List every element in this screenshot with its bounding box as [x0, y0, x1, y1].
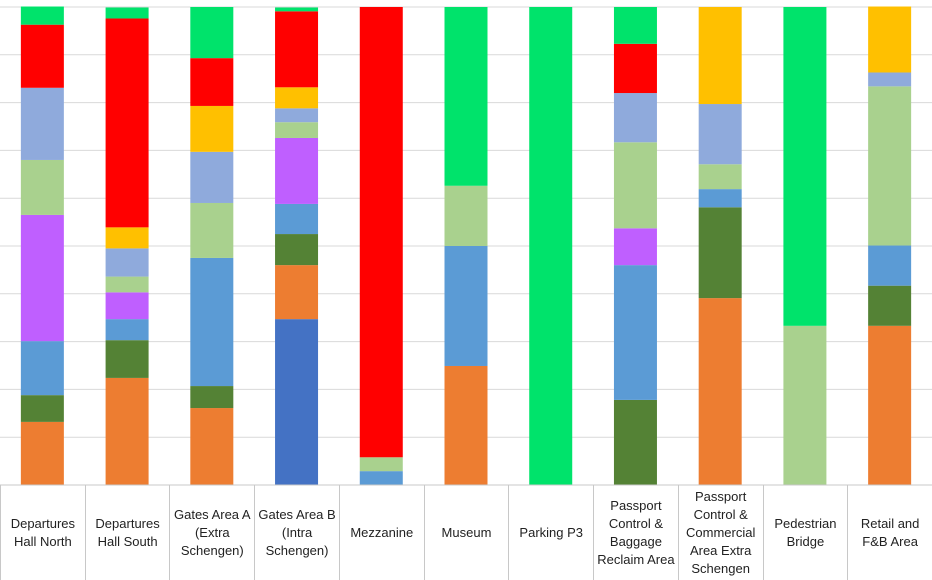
- bar-segment: [190, 151, 234, 203]
- bar-segment: [20, 159, 64, 215]
- bar-segment: [444, 7, 488, 186]
- bar-segment: [275, 87, 319, 109]
- bar-segment: [20, 214, 64, 342]
- bar-segment: [105, 319, 149, 341]
- bar-segment: [105, 292, 149, 320]
- bar-segment: [275, 203, 319, 235]
- bar-segment: [698, 189, 742, 208]
- bar-segment: [190, 257, 234, 387]
- bar-segment: [275, 108, 319, 123]
- bar-segment: [359, 471, 403, 485]
- bar-segment: [868, 245, 912, 286]
- bar-segment: [275, 234, 319, 266]
- bar-segment: [868, 72, 912, 87]
- bar-segment: [698, 298, 742, 485]
- bar-segment: [20, 421, 64, 485]
- bar-segment: [444, 185, 488, 246]
- bar-segment: [868, 325, 912, 485]
- bar-segment: [20, 24, 64, 88]
- bar-segment: [613, 7, 657, 44]
- bar-segment: [613, 93, 657, 143]
- bar-segment: [444, 246, 488, 366]
- bar-segment: [359, 457, 403, 472]
- x-tick-label: Departures Hall South: [84, 485, 170, 580]
- x-tick-label: Gates Area B (Intra Schengen): [254, 485, 339, 580]
- bar-segment: [868, 285, 912, 326]
- bar-segment: [783, 7, 827, 326]
- bar-segment: [613, 142, 657, 229]
- bar-segment: [190, 7, 234, 59]
- bar-segment: [190, 202, 234, 258]
- bar-segment: [20, 6, 64, 25]
- x-tick-label: Museum: [423, 485, 509, 580]
- bar-segment: [868, 86, 912, 246]
- bar-segment: [359, 7, 403, 458]
- x-tick-label: Passport Control & Commercial Area Extra…: [677, 485, 763, 580]
- bar-segment: [698, 7, 742, 105]
- x-tick-label: Passport Control & Baggage Reclaim Area: [593, 485, 678, 580]
- bar-segment: [275, 7, 319, 12]
- bar-segment: [613, 265, 657, 400]
- bar-segment: [698, 104, 742, 165]
- bar-segment: [105, 248, 149, 277]
- bar-segment: [698, 164, 742, 190]
- bar-segment: [275, 319, 319, 485]
- bar-segment: [190, 105, 234, 152]
- bar-segment: [613, 228, 657, 266]
- bar-segment: [190, 58, 234, 106]
- bar-segment: [444, 365, 488, 485]
- bar-segment: [275, 11, 319, 88]
- bar-segment: [190, 386, 234, 409]
- bar-segment: [783, 325, 827, 485]
- bar-segment: [105, 7, 149, 19]
- bar-segment: [20, 341, 64, 396]
- x-tick-label: Mezzanine: [338, 485, 424, 580]
- bar-segment: [105, 276, 149, 293]
- bar-segment: [529, 7, 573, 485]
- bar-segment: [105, 227, 149, 249]
- bar-segment: [105, 18, 149, 228]
- x-tick-label: Retail and F&B Area: [847, 485, 932, 580]
- bar-segment: [613, 43, 657, 94]
- bar-segment: [275, 265, 319, 320]
- bar-segment: [190, 408, 234, 485]
- bar-segment: [20, 395, 64, 422]
- bar-segment: [275, 137, 319, 204]
- bar-segment: [20, 87, 64, 160]
- bar-segment: [105, 340, 149, 378]
- x-tick-label: Pedestrian Bridge: [762, 485, 848, 580]
- bar-segment: [105, 377, 149, 485]
- x-tick-label: Gates Area A (Extra Schengen): [169, 485, 254, 580]
- bar-segment: [275, 122, 319, 138]
- bar-segment: [613, 399, 657, 485]
- x-tick-label: Parking P3: [508, 485, 593, 580]
- bar-segment: [868, 6, 912, 73]
- bar-segment: [698, 207, 742, 299]
- x-tick-label: Departures Hall North: [0, 485, 85, 580]
